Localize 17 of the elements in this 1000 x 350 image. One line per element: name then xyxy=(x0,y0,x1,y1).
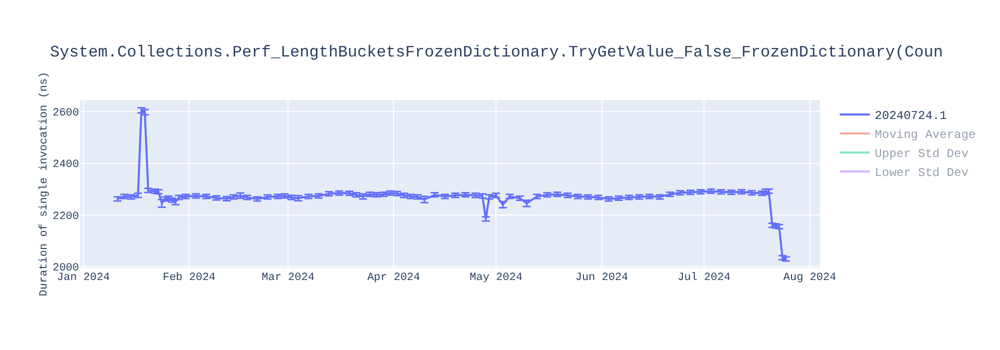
y-tick-label: 2200 xyxy=(52,210,79,223)
x-tick-label: Jun 2024 xyxy=(575,272,629,284)
legend-label: Upper Std Dev xyxy=(874,147,968,162)
chart-title: System.Collections.Perf_LengthBucketsFrozenDictionary.TryGetValue_False_FrozenDictionary(Coun xyxy=(50,44,943,62)
y-tick-label: 2400 xyxy=(52,159,79,172)
y-tick-label: 2600 xyxy=(52,107,79,120)
x-tick-label: Aug 2024 xyxy=(783,272,837,284)
legend-label: Lower Std Dev xyxy=(874,166,968,180)
y-axis-title: Duration of single invocation (ns) xyxy=(38,72,51,296)
x-tick-label: Apr 2024 xyxy=(367,272,421,284)
x-tick-label: Jul 2024 xyxy=(678,272,731,284)
x-tick-label: Mar 2024 xyxy=(262,272,315,284)
x-tick-label: May 2024 xyxy=(470,272,523,284)
legend-label: 20240724.1 xyxy=(874,109,947,124)
x-tick-label: Feb 2024 xyxy=(162,272,216,284)
x-tick-label: Jan 2024 xyxy=(57,272,110,284)
legend-label: Moving Average xyxy=(874,128,976,142)
